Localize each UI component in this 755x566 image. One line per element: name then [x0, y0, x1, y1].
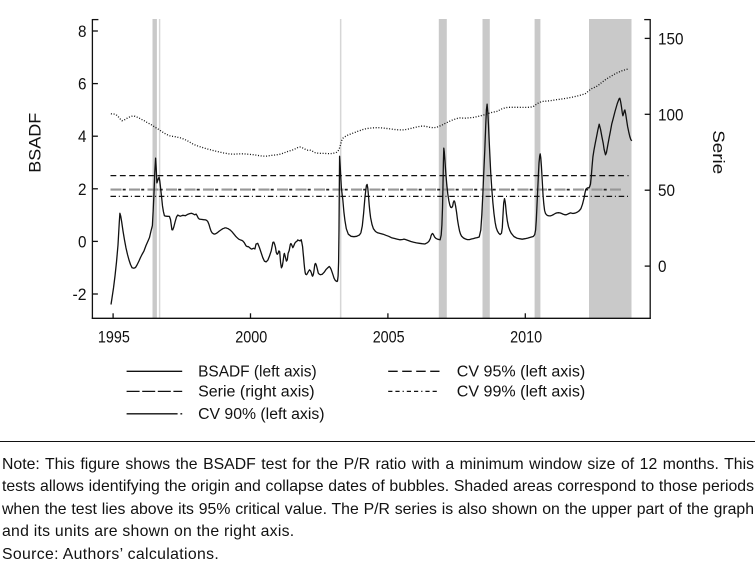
svg-text:2000: 2000 — [235, 328, 267, 347]
svg-text:BSADF (left axis): BSADF (left axis) — [198, 364, 317, 381]
svg-text:Serie: Serie — [709, 130, 728, 174]
svg-text:CV 99% (left axis): CV 99% (left axis) — [457, 384, 585, 401]
svg-text:Serie (right axis): Serie (right axis) — [198, 384, 315, 401]
svg-text:6: 6 — [78, 75, 87, 94]
svg-text:50: 50 — [658, 181, 675, 200]
svg-text:100: 100 — [658, 105, 684, 124]
svg-text:CV 90% (left axis): CV 90% (left axis) — [198, 406, 324, 423]
svg-text:150: 150 — [658, 29, 684, 48]
svg-text:2: 2 — [78, 180, 87, 199]
svg-text:2005: 2005 — [373, 328, 405, 347]
svg-text:4: 4 — [78, 127, 87, 146]
svg-text:0: 0 — [658, 257, 667, 276]
svg-text:0: 0 — [78, 232, 87, 251]
svg-text:BSADF: BSADF — [26, 113, 45, 173]
svg-text:1995: 1995 — [98, 328, 130, 347]
svg-text:-2: -2 — [73, 285, 87, 304]
svg-text:2010: 2010 — [510, 328, 542, 347]
svg-text:CV 95% (left axis): CV 95% (left axis) — [457, 364, 585, 381]
svg-text:8: 8 — [78, 22, 87, 41]
